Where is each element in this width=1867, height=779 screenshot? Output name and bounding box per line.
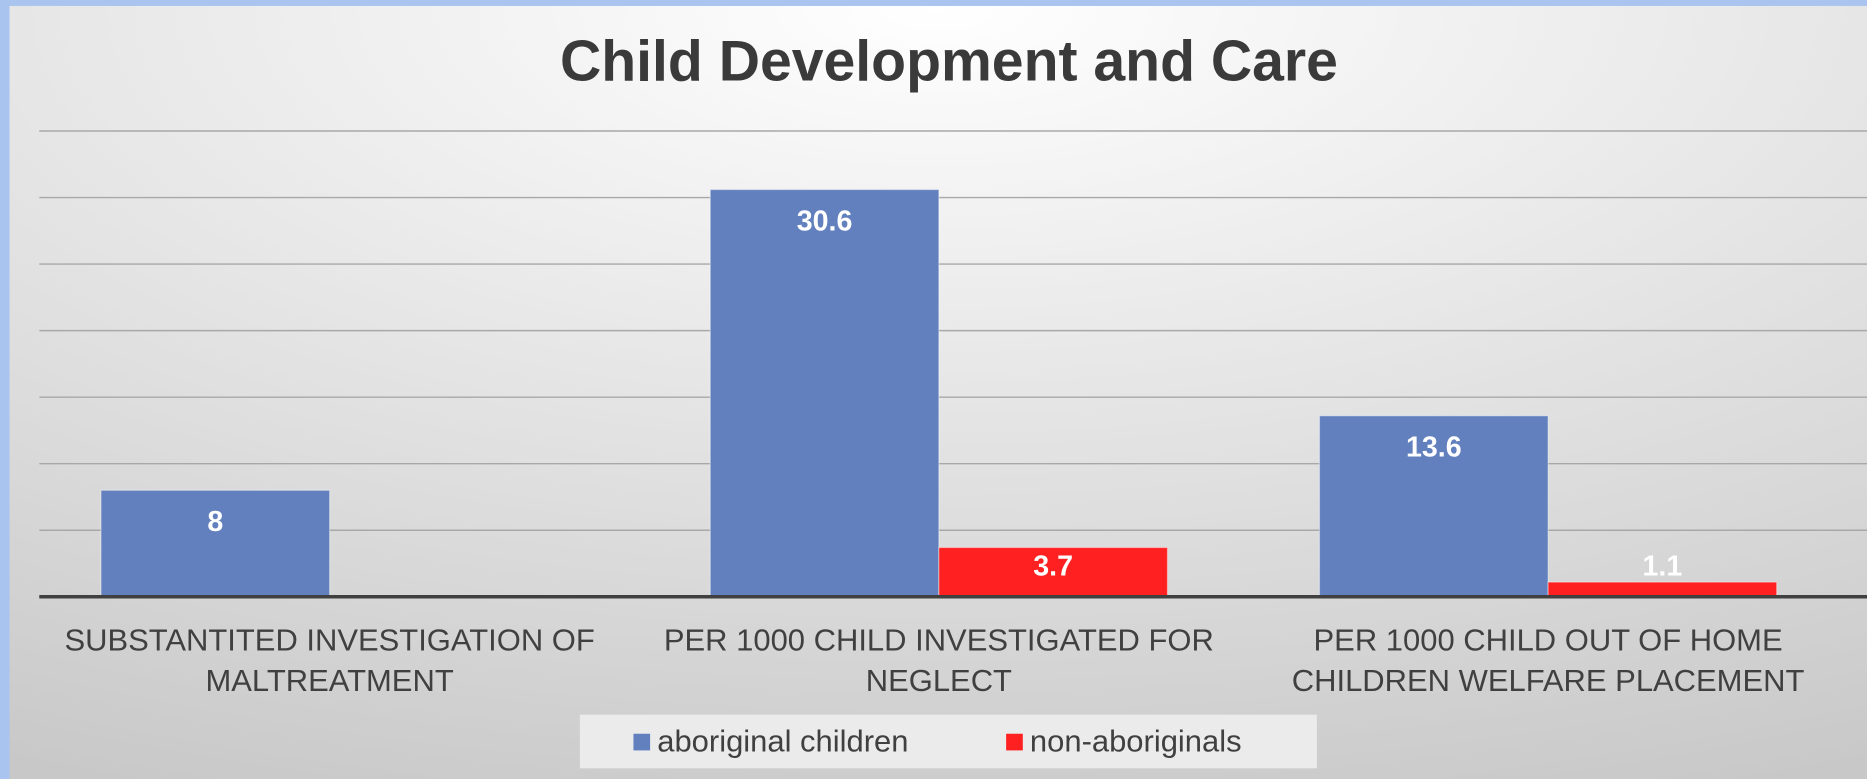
data-label: 1.1 xyxy=(1643,551,1683,583)
legend-box xyxy=(579,714,1317,769)
bar xyxy=(100,489,331,598)
legend-label: non-aboriginals xyxy=(1030,723,1242,758)
legend-label: aboriginal children xyxy=(657,723,908,758)
bar xyxy=(1547,581,1778,598)
data-label: 13.6 xyxy=(1406,432,1462,464)
chart-title: Child Development and Care xyxy=(560,30,1338,94)
data-label: 30.6 xyxy=(797,205,853,237)
bar xyxy=(938,546,1169,598)
x-tick-label: PER 1000 CHILD INVESTIGATED FOR NEGLECT xyxy=(663,621,1214,699)
data-label: 3.7 xyxy=(1033,551,1073,583)
legend-swatch xyxy=(633,733,651,751)
legend-swatch xyxy=(1006,733,1023,751)
x-tick-label: SUBSTANTITED INVESTIGATION OF MALTREATME… xyxy=(64,621,595,699)
bar xyxy=(709,188,940,598)
x-tick-label: PER 1000 CHILD OUT OF HOME CHILDREN WELF… xyxy=(1291,621,1805,699)
data-label: 8 xyxy=(207,506,223,538)
